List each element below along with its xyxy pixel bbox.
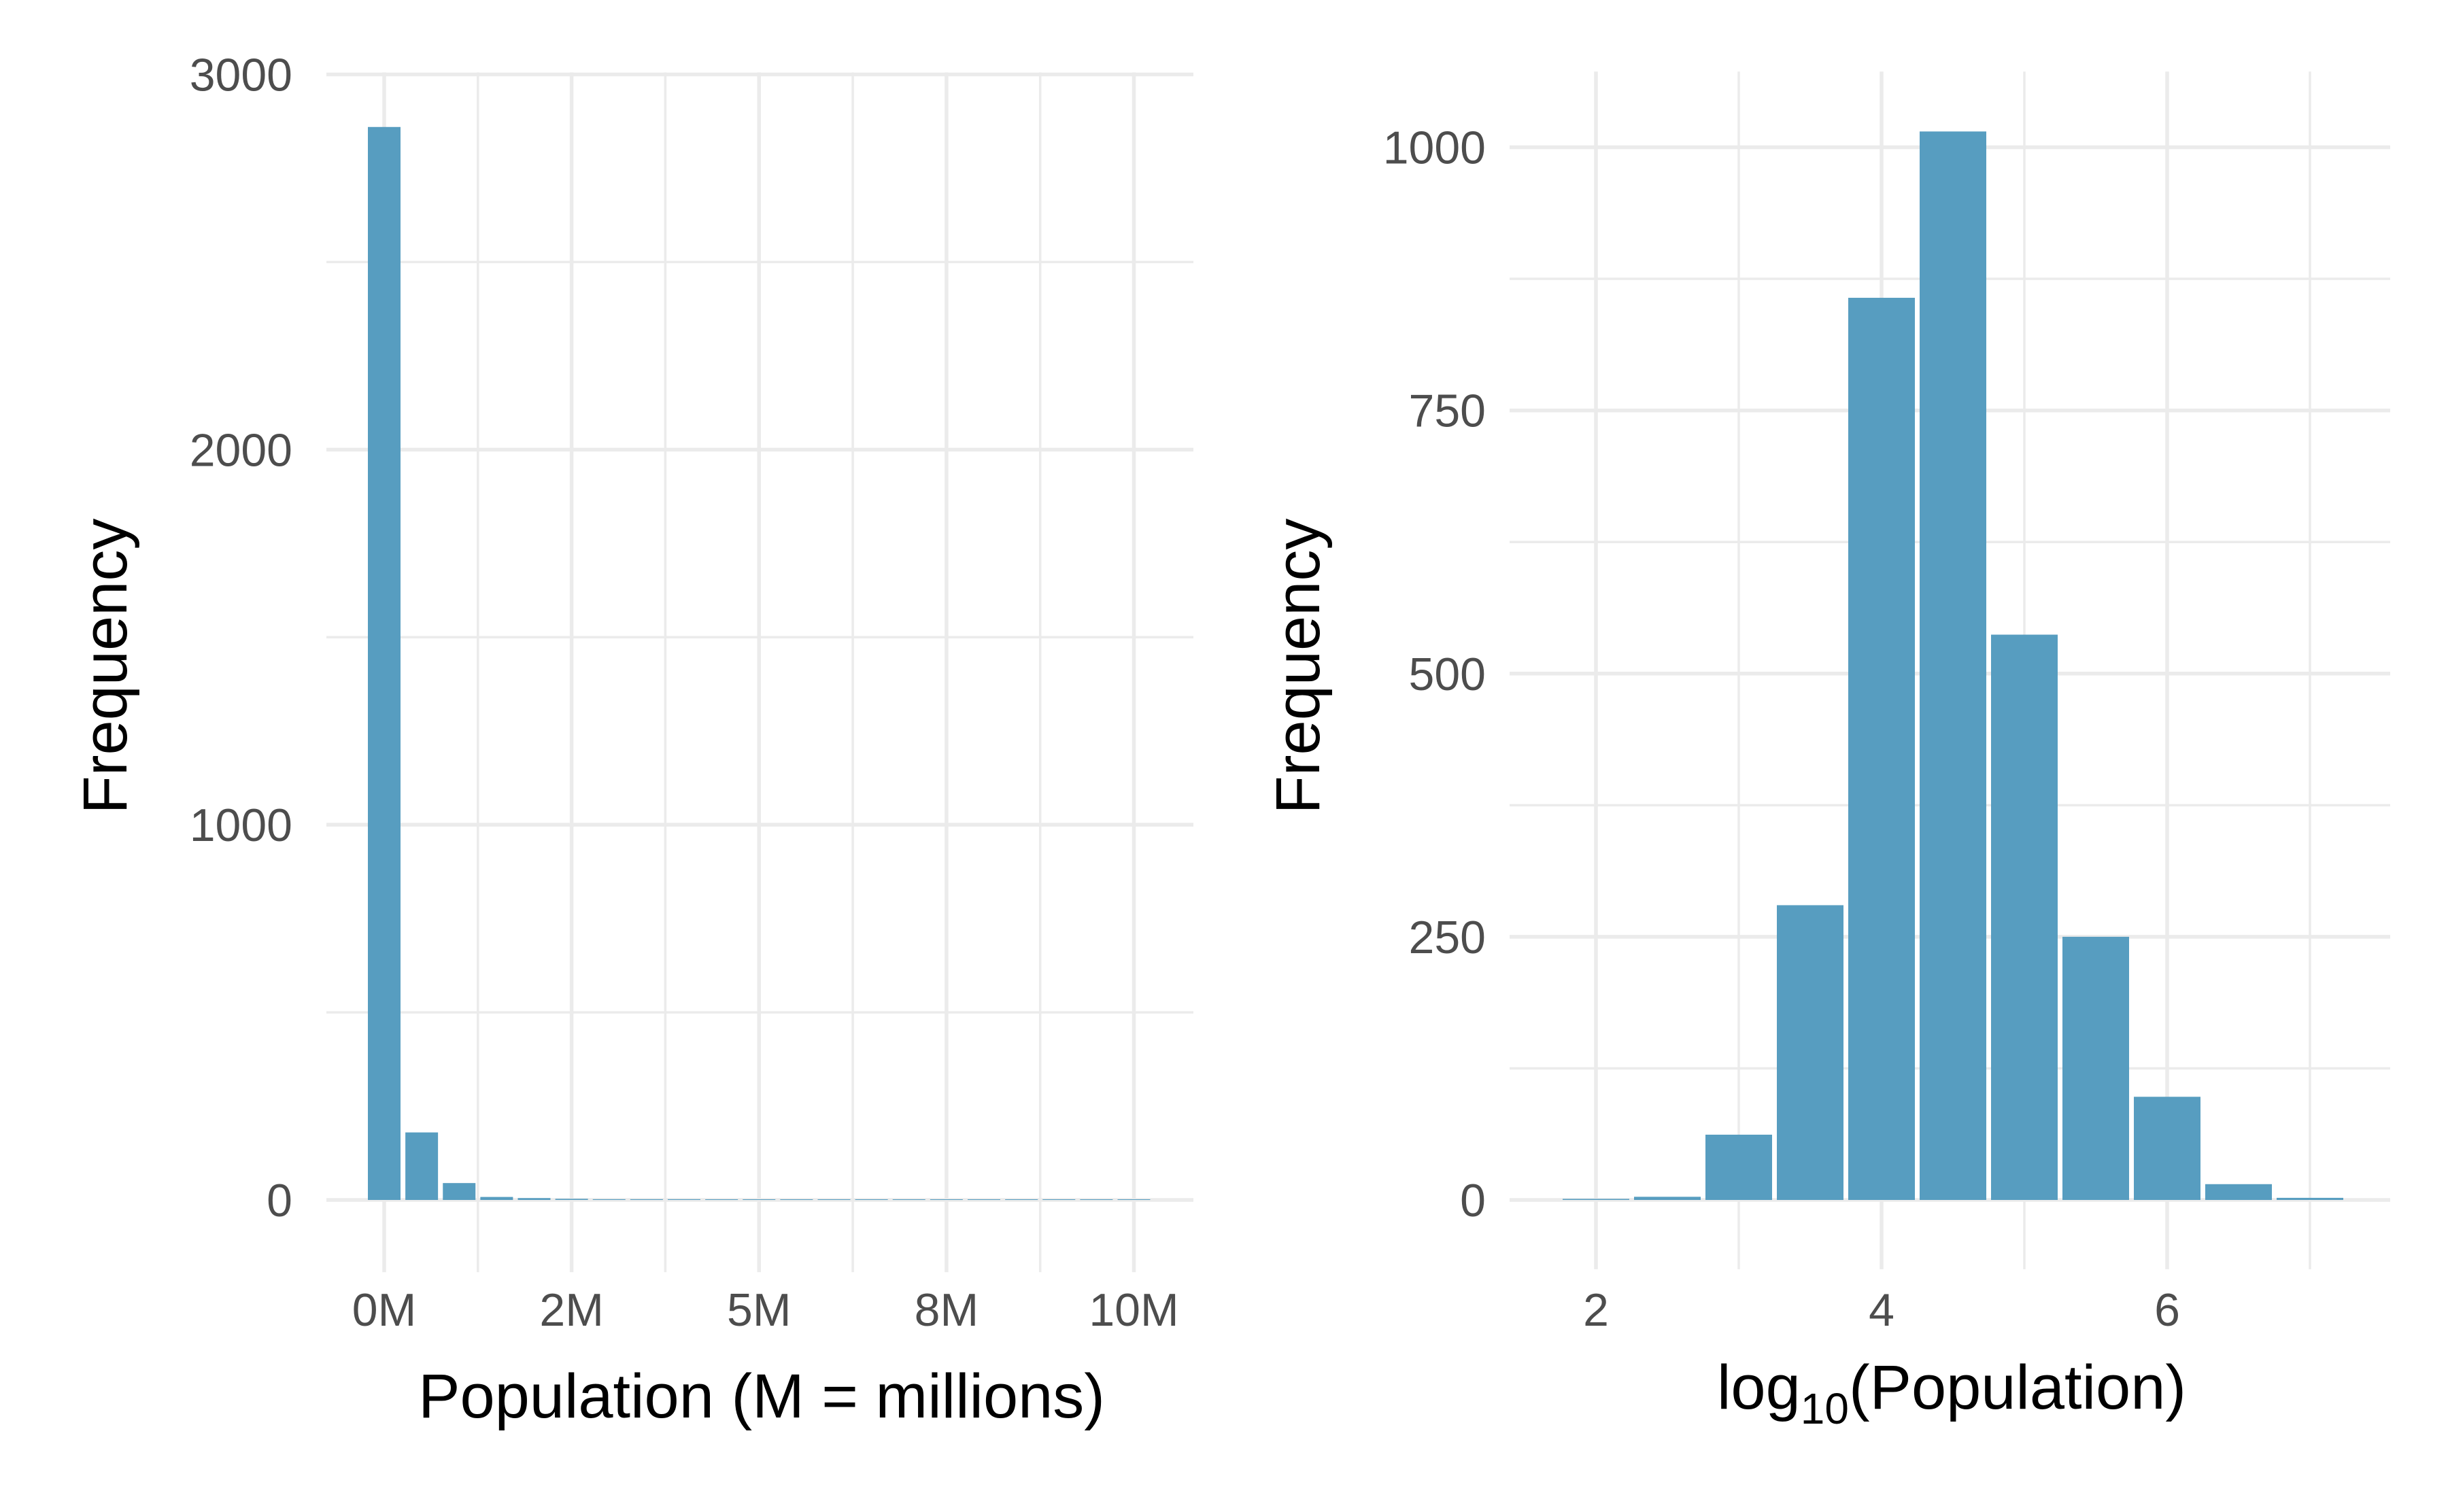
left-y-axis-title: Frequency (71, 519, 140, 814)
left-bar-8 (668, 1199, 700, 1200)
left-bar-10 (743, 1199, 776, 1200)
right-bar-4 (1848, 298, 1915, 1200)
left-x-tick-label: 10M (1089, 1284, 1178, 1336)
left-bar-19 (1080, 1199, 1113, 1200)
right-x-tick-labels: 2 4 6 (1583, 1284, 2180, 1336)
left-bar-14 (892, 1199, 925, 1200)
right-bar-0 (1563, 1199, 1629, 1200)
left-bar-13 (855, 1199, 888, 1200)
left-bar-15 (930, 1199, 963, 1200)
left-x-tick-label: 2M (539, 1284, 603, 1336)
left-y-tick-label: 0 (267, 1175, 292, 1226)
left-y-tick-label: 2000 (190, 424, 292, 476)
right-x-tick-label: 6 (2154, 1284, 2180, 1336)
right-x-axis-title-subscript: 10 (1801, 1384, 1849, 1433)
left-x-tick-label: 8M (915, 1284, 979, 1336)
left-bar-4 (517, 1198, 551, 1200)
left-x-tick-label: 5M (727, 1284, 791, 1336)
left-x-tick-labels: 0M 2M 5M 8M 10M (352, 1284, 1179, 1336)
left-bar-0 (368, 126, 401, 1200)
right-y-tick-label: 750 (1409, 385, 1486, 437)
right-x-tick-label: 4 (1869, 1284, 1894, 1336)
left-bar-16 (968, 1199, 1000, 1200)
right-histogram-panel: 0 250 500 750 1000 2 4 6 log10(Population) Fre… (1263, 71, 2390, 1433)
left-bar-9 (705, 1199, 738, 1200)
left-histogram-panel: 0 1000 2000 3000 0M 2M 5M 8M 10M Population (M … (71, 50, 1193, 1431)
right-y-axis-title: Frequency (1263, 519, 1333, 814)
right-y-tick-label: 250 (1409, 912, 1486, 963)
left-bar-1 (405, 1132, 439, 1200)
right-bar-2 (1705, 1134, 1772, 1200)
left-bar-5 (555, 1199, 588, 1200)
right-y-tick-label: 1000 (1383, 122, 1486, 174)
left-bars (368, 126, 1151, 1200)
right-bars (1563, 131, 2343, 1200)
left-gridlines (326, 72, 1193, 1273)
right-bar-5 (1920, 131, 1986, 1200)
right-bar-9 (2205, 1184, 2272, 1200)
left-bar-2 (443, 1183, 476, 1200)
left-y-tick-labels: 0 1000 2000 3000 (190, 50, 292, 1226)
right-bar-8 (2134, 1097, 2200, 1200)
left-y-tick-label: 1000 (190, 800, 292, 851)
right-bar-3 (1777, 905, 1843, 1200)
right-x-axis-title: log10(Population) (1717, 1353, 2186, 1433)
left-bar-3 (480, 1197, 513, 1200)
left-bar-6 (592, 1199, 626, 1200)
right-bar-10 (2277, 1197, 2343, 1200)
right-y-tick-label: 500 (1409, 649, 1486, 700)
right-y-tick-labels: 0 250 500 750 1000 (1383, 122, 1486, 1226)
right-bar-7 (2062, 936, 2129, 1200)
left-bar-18 (1042, 1199, 1076, 1200)
right-y-tick-label: 0 (1460, 1175, 1486, 1226)
right-bar-6 (1991, 634, 2058, 1200)
left-bar-17 (1005, 1199, 1038, 1200)
left-x-axis-title: Population (M = millions) (418, 1362, 1105, 1431)
right-x-axis-title-tail: (Population) (1849, 1353, 2186, 1422)
right-x-tick-label: 2 (1583, 1284, 1609, 1336)
right-x-axis-title-log: log (1717, 1353, 1801, 1422)
left-x-tick-label: 0M (352, 1284, 416, 1336)
left-y-tick-label: 3000 (190, 50, 292, 101)
left-bar-7 (630, 1199, 663, 1200)
left-bar-12 (817, 1199, 851, 1200)
left-bar-11 (780, 1199, 813, 1200)
left-bar-20 (1117, 1199, 1151, 1200)
right-bar-1 (1634, 1197, 1701, 1200)
